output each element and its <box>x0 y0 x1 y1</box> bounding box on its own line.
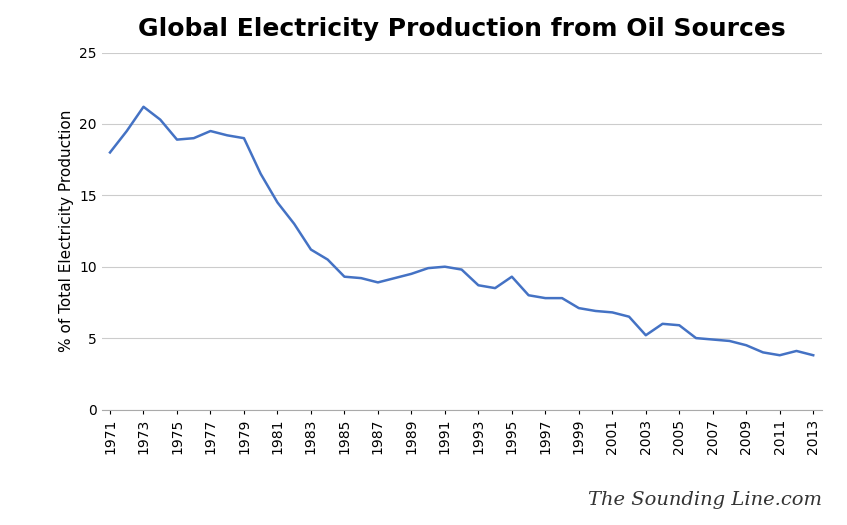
Text: The Sounding Line.com: The Sounding Line.com <box>588 491 822 509</box>
Y-axis label: % of Total Electricity Production: % of Total Electricity Production <box>58 110 74 352</box>
Title: Global Electricity Production from Oil Sources: Global Electricity Production from Oil S… <box>138 17 785 41</box>
